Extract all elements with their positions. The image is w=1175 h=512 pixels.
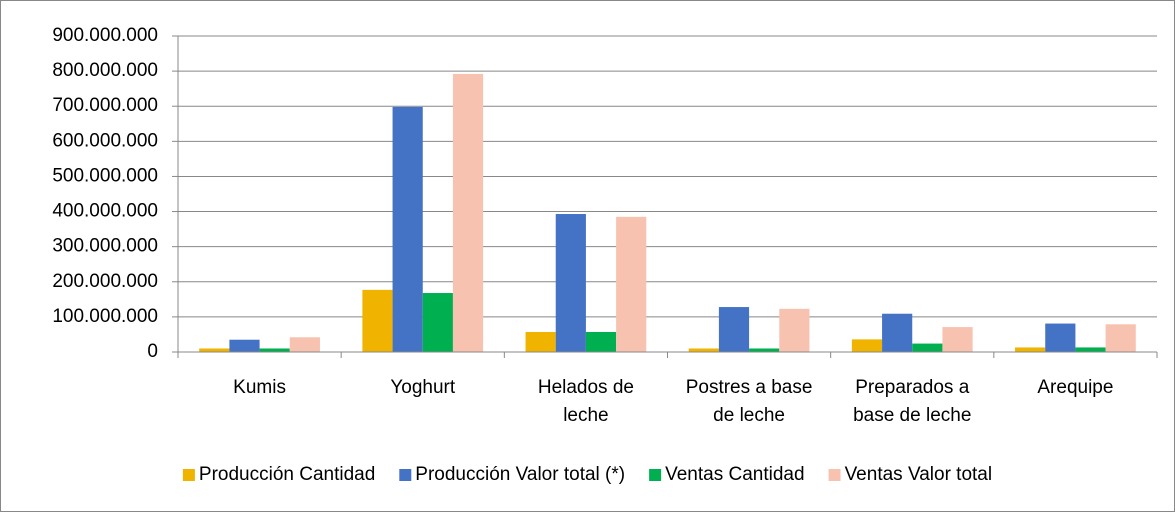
y-tick-label: 700.000.000 <box>52 95 158 116</box>
legend-label: Ventas Valor total <box>845 464 993 485</box>
x-tick-label: Yoghurt <box>390 377 456 398</box>
bar <box>688 348 719 352</box>
bar <box>259 348 290 352</box>
bar <box>229 339 260 352</box>
bar <box>585 331 617 352</box>
bar <box>525 331 556 352</box>
bar <box>555 214 586 352</box>
bar <box>1105 324 1136 352</box>
x-tick-label: Postres a base de leche <box>685 377 813 426</box>
y-tick-label: 0 <box>147 341 158 362</box>
bar <box>1075 347 1106 352</box>
y-tick-label: 900.000.000 <box>52 25 158 46</box>
bar <box>452 73 484 353</box>
bar <box>718 307 750 352</box>
bar <box>422 293 453 352</box>
bar <box>362 289 393 352</box>
y-tick-label: 800.000.000 <box>52 60 158 81</box>
bar <box>616 216 647 352</box>
bar <box>749 348 780 352</box>
bar <box>1015 347 1046 352</box>
x-tick-label: Helados de leche <box>537 377 634 426</box>
y-tick-label: 200.000.000 <box>52 271 158 292</box>
legend-label: Ventas Cantidad <box>665 464 804 485</box>
y-tick-label: 300.000.000 <box>52 236 158 257</box>
bar <box>882 313 913 352</box>
legend-label: Producción Valor total (*) <box>415 464 625 485</box>
bar <box>942 327 973 352</box>
bar <box>289 337 320 352</box>
legend-label: Producción Cantidad <box>199 464 375 485</box>
bar <box>1045 323 1076 352</box>
x-tick-label: Preparados a base de leche <box>853 377 972 426</box>
bar <box>779 308 810 352</box>
legend-swatch <box>182 469 195 481</box>
bar <box>392 106 423 353</box>
y-tick-label: 100.000.000 <box>52 306 158 327</box>
y-tick-label: 600.000.000 <box>52 130 158 151</box>
x-tick-label: Kumis <box>233 377 286 398</box>
y-tick-label: 500.000.000 <box>52 165 158 186</box>
legend-swatch <box>399 469 412 481</box>
legend-swatch <box>649 469 662 481</box>
bar <box>851 339 883 352</box>
x-tick-label: Arequipe <box>1037 377 1114 398</box>
y-tick-label: 400.000.000 <box>52 201 158 222</box>
bar <box>912 343 943 352</box>
bar <box>199 348 230 352</box>
legend-swatch <box>828 469 841 481</box>
